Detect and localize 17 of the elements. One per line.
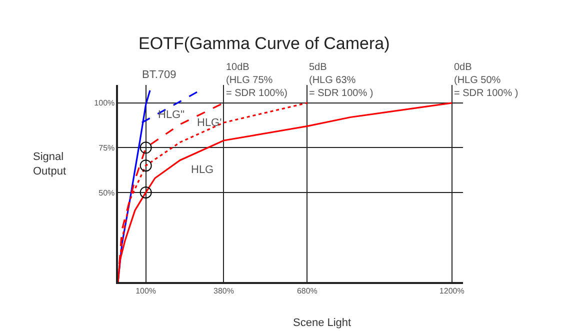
chart-title: EOTF(Gamma Curve of Camera) bbox=[138, 34, 390, 53]
annotation: HLG' bbox=[197, 117, 222, 129]
x-tick-label: 1200% bbox=[439, 286, 464, 296]
x-axis-title: Scene Light bbox=[293, 317, 352, 329]
x-tick-label: 680% bbox=[296, 286, 318, 296]
annotation: 5dB (HLG 63% = SDR 100% ) bbox=[309, 62, 374, 99]
y-tick-label: 50% bbox=[98, 188, 115, 198]
x-tick-label: 100% bbox=[136, 286, 156, 296]
y-axis-title: Signal Output bbox=[33, 151, 66, 178]
annotation: 0dB (HLG 50% = SDR 100% ) bbox=[454, 62, 518, 99]
text: BT.709 bbox=[142, 69, 176, 81]
annotation: 10dB (HLG 75% = SDR 100%) bbox=[226, 62, 288, 99]
y-tick-label: 75% bbox=[98, 143, 115, 152]
x-tick-label: 380% bbox=[213, 286, 234, 296]
annotation: HLG bbox=[191, 164, 214, 176]
annotation: HLG" bbox=[158, 109, 185, 121]
y-tick-label: 100% bbox=[94, 98, 115, 108]
